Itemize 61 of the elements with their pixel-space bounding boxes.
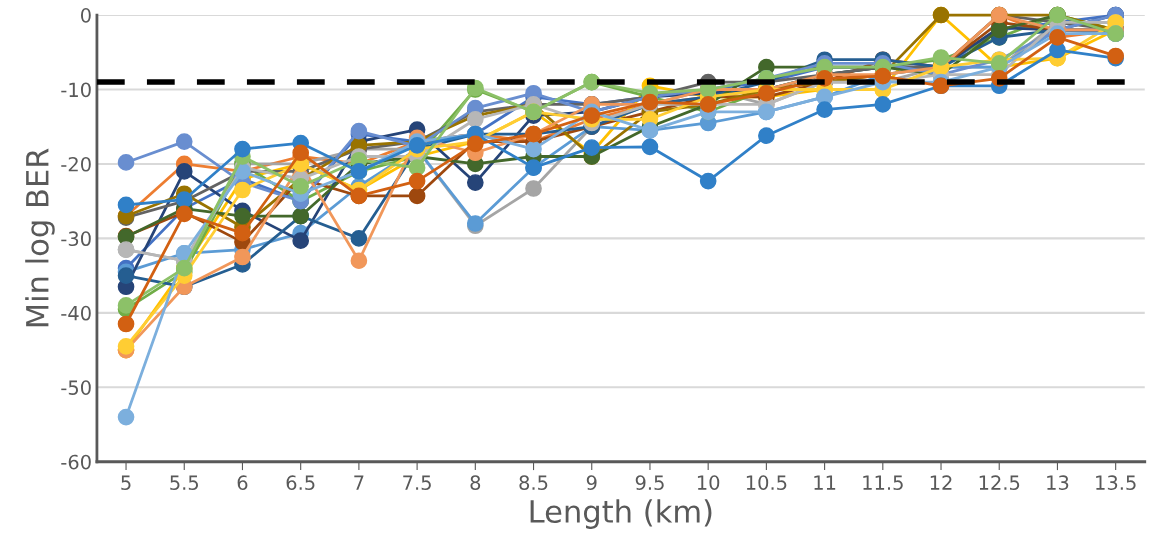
point [117, 154, 135, 171]
x-tick-label: 6.5 [286, 475, 315, 490]
point [874, 96, 892, 113]
x-tick-label: 5 [121, 475, 131, 490]
point [350, 252, 368, 270]
point [466, 174, 484, 191]
point [234, 224, 251, 242]
point [117, 297, 135, 314]
point [990, 55, 1008, 72]
x-axis-title: Length (km) [530, 499, 712, 529]
y-tick-label: -10 [61, 82, 91, 98]
x-tick-label: 9 [586, 475, 597, 490]
x-tick-label: 9.5 [635, 475, 664, 490]
x-tick-label: 7.5 [403, 475, 431, 490]
point [583, 139, 601, 156]
y-tick-label: -50 [61, 380, 91, 395]
point [641, 138, 659, 156]
point [758, 127, 775, 144]
point [583, 107, 601, 124]
x-tick-label: 13.5 [1096, 475, 1136, 490]
point [525, 140, 542, 158]
point [117, 408, 135, 426]
point [292, 177, 310, 195]
x-tick-label: 7 [354, 475, 364, 490]
x-tick-label: 11 [814, 475, 836, 490]
point [758, 84, 775, 102]
point [816, 101, 833, 118]
x-tick-label: 6 [237, 475, 248, 490]
point [408, 172, 426, 190]
point [350, 230, 368, 247]
x-tick-label: 13 [1047, 475, 1069, 490]
y-tick-label: 0 [80, 7, 91, 23]
x-tick-label: 10.5 [746, 475, 787, 490]
x-tick-label: 8.5 [519, 475, 548, 490]
y-tick-label: -20 [61, 156, 91, 172]
point [117, 338, 135, 355]
y-axis-title: Min log BER [25, 148, 55, 327]
point [117, 196, 135, 214]
point [292, 144, 310, 162]
x-tick-label: 11.5 [863, 475, 903, 490]
x-tick-label: 5.5 [170, 475, 199, 490]
x-tick-label: 10 [697, 475, 720, 490]
point [234, 207, 251, 225]
point [234, 140, 251, 158]
point [525, 180, 542, 197]
point [117, 267, 135, 284]
y-tick-label: -60 [61, 454, 91, 470]
point [699, 172, 717, 190]
x-tick-label: 12.5 [979, 475, 1020, 490]
point [466, 110, 484, 128]
point [175, 133, 193, 150]
x-tick-label: 12 [930, 475, 952, 490]
point [408, 187, 426, 205]
y-tick-label: -40 [61, 305, 91, 321]
point [234, 181, 251, 199]
y-tick-label: -30 [61, 231, 91, 247]
point [292, 232, 310, 249]
x-tick-label: 8 [470, 475, 481, 490]
point [234, 248, 251, 266]
point [175, 163, 193, 180]
point [117, 315, 135, 333]
